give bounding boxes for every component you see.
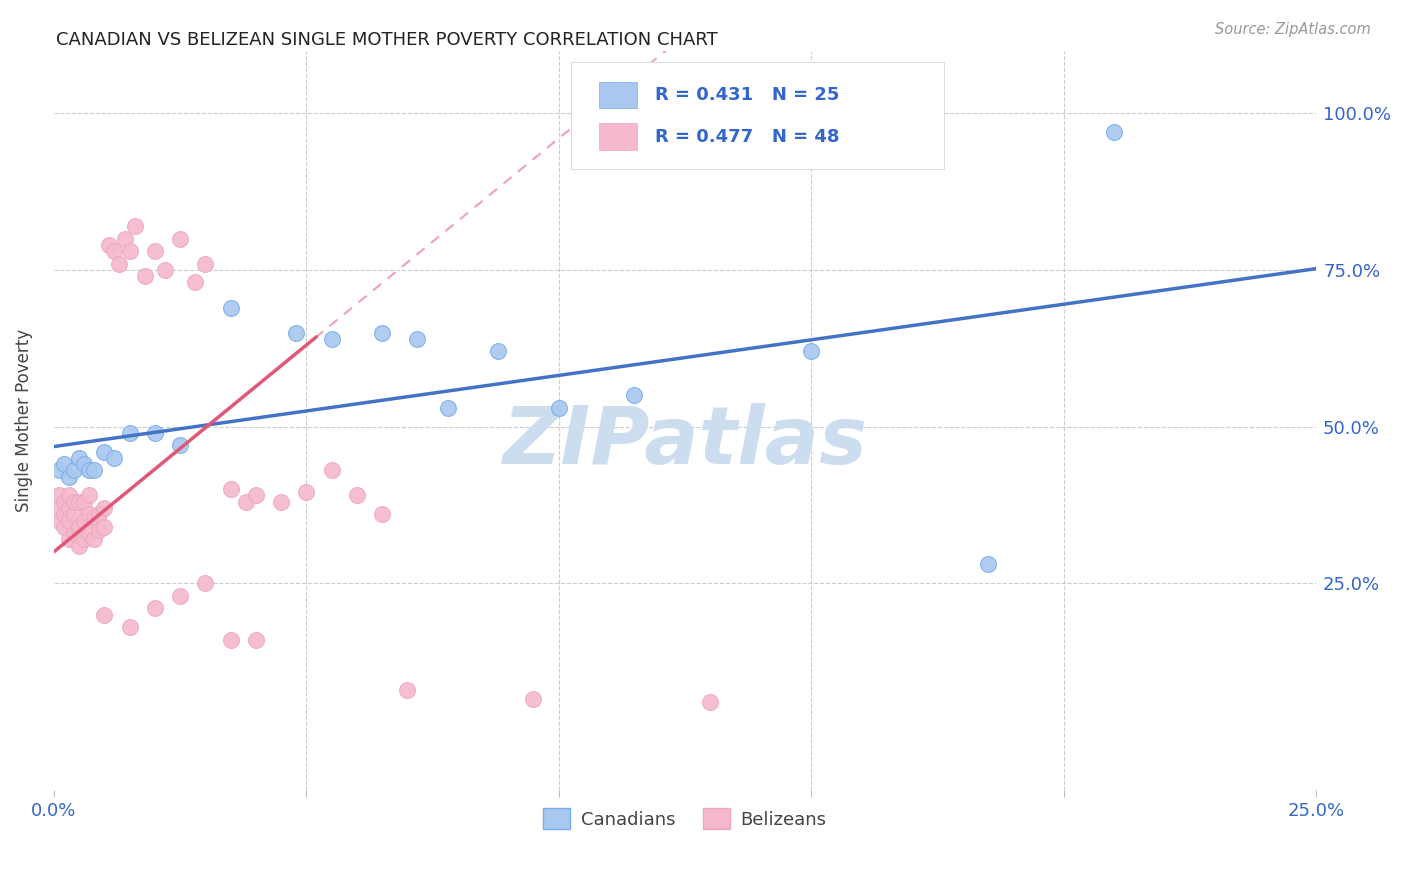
Point [143,601,166,615]
Point [245,632,267,647]
Point [219,632,242,647]
Point [58,514,80,528]
Point [396,682,419,697]
Point [63,508,86,522]
Point [52,457,75,471]
Point [67,520,90,534]
Point [118,425,141,440]
Point [800,344,823,359]
Point [58,501,80,516]
Point [194,576,217,591]
Point [58,533,80,547]
Point [67,450,90,465]
Point [134,269,156,284]
Point [321,463,343,477]
Point [547,401,569,415]
Point [194,257,217,271]
Point [93,607,115,622]
Point [67,494,90,508]
Point [118,244,141,259]
Point [346,488,368,502]
Point [98,238,121,252]
Point [219,301,242,315]
FancyBboxPatch shape [599,82,637,108]
Point [235,494,257,508]
Point [89,523,111,537]
FancyBboxPatch shape [599,123,637,150]
Point [124,219,146,233]
Point [63,463,86,477]
Point [406,332,429,346]
Point [73,494,96,508]
Point [522,692,544,706]
Point [52,508,75,522]
Point [63,526,86,541]
Point [1102,125,1125,139]
Point [114,232,136,246]
Point [977,558,1000,572]
Point [371,508,394,522]
Point [83,510,105,524]
Point [623,388,645,402]
Y-axis label: Single Mother Poverty: Single Mother Poverty [15,329,32,512]
Point [58,469,80,483]
Point [77,526,100,541]
Point [169,589,191,603]
Point [270,494,292,508]
Point [321,332,343,346]
Point [143,244,166,259]
Point [143,425,166,440]
Point [67,539,90,553]
Point [245,488,267,502]
Text: R = 0.431   N = 25: R = 0.431 N = 25 [655,87,839,104]
Point [73,533,96,547]
Point [77,463,100,477]
Point [93,501,115,516]
Legend: Canadians, Belizeans: Canadians, Belizeans [536,801,834,837]
Point [285,326,308,340]
Point [73,514,96,528]
Point [58,488,80,502]
Point [63,494,86,508]
Point [93,520,115,534]
Text: R = 0.477   N = 48: R = 0.477 N = 48 [655,128,839,145]
Point [89,508,111,522]
Point [48,488,70,502]
Point [77,488,100,502]
Point [108,257,131,271]
Point [73,457,96,471]
Point [169,232,191,246]
Point [219,482,242,496]
Text: CANADIAN VS BELIZEAN SINGLE MOTHER POVERTY CORRELATION CHART: CANADIAN VS BELIZEAN SINGLE MOTHER POVER… [56,31,718,49]
Point [48,514,70,528]
Point [48,463,70,477]
Point [118,620,141,634]
Point [103,450,125,465]
Point [52,494,75,508]
Point [699,695,721,709]
Point [486,344,509,359]
Point [184,276,207,290]
Text: Source: ZipAtlas.com: Source: ZipAtlas.com [1215,22,1371,37]
Point [52,520,75,534]
Point [169,438,191,452]
Point [77,508,100,522]
Point [295,485,318,500]
Point [83,463,105,477]
FancyBboxPatch shape [571,62,943,169]
Point [48,501,70,516]
Point [371,326,394,340]
Point [83,533,105,547]
Point [103,244,125,259]
Text: ZIPatlas: ZIPatlas [502,403,868,482]
Point [436,401,458,415]
Point [153,263,176,277]
Point [93,444,115,458]
